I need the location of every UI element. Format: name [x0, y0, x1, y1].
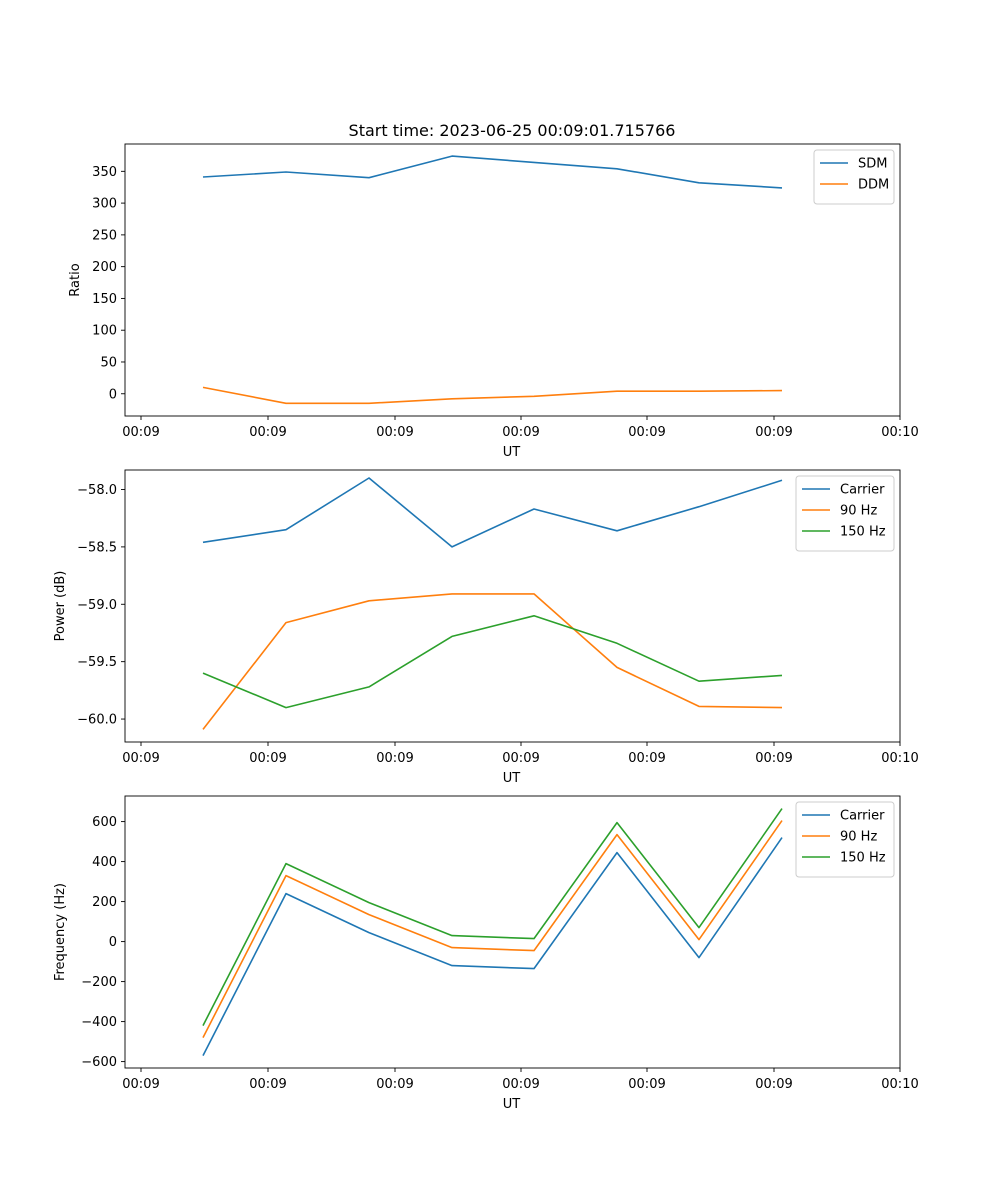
y-tick-label: 0	[109, 387, 117, 402]
series-line-ddm	[202, 386, 783, 405]
x-tick-label: 00:10	[881, 1077, 918, 1092]
y-tick-label: 100	[92, 324, 117, 339]
legend: SDM DDM	[813, 149, 895, 205]
y-tick-label: −59.0	[77, 598, 117, 613]
y-tick-label: −60.0	[77, 713, 117, 728]
series-line-150-hz	[202, 614, 783, 709]
y-tick-label: 400	[92, 855, 117, 870]
y-tick-label: 250	[92, 228, 117, 243]
series-line-carrier	[202, 837, 783, 1056]
x-tick-label: 00:09	[376, 1077, 413, 1092]
y-tick-label: 0	[109, 935, 117, 950]
legend-entry-ddm: DDM	[858, 178, 889, 193]
series-line-150-hz	[202, 808, 783, 1026]
x-tick-label: 00:09	[249, 1077, 286, 1092]
x-tick-label: 00:09	[628, 1077, 665, 1092]
x-tick-label: 00:09	[122, 751, 159, 766]
legend-entry-150-hz: 150 Hz	[840, 851, 886, 866]
y-tick-label: 300	[92, 197, 117, 212]
y-axis-label: Ratio	[68, 263, 83, 296]
x-tick-label: 00:09	[755, 425, 792, 440]
legend-entry-carrier: Carrier	[840, 483, 885, 498]
y-axis-label: Power (dB)	[53, 571, 68, 642]
y-tick-label: 200	[92, 260, 117, 275]
series-line-sdm	[202, 155, 783, 189]
y-tick-label: 200	[92, 895, 117, 910]
x-tick-label: 00:09	[502, 1077, 539, 1092]
legend: Carrier 90 Hz 150 Hz	[795, 475, 895, 552]
panel-2: 00:09 00:09 00:09 00:09 00:09 00:09 00:10 −60.0…	[53, 469, 919, 786]
x-tick-label: 00:09	[122, 1077, 159, 1092]
y-tick-label: −58.5	[77, 540, 117, 555]
series-line-90-hz	[202, 593, 783, 730]
x-tick-label: 00:09	[628, 751, 665, 766]
legend-entry-carrier: Carrier	[840, 809, 885, 824]
legend-entry-90-hz: 90 Hz	[840, 504, 877, 519]
legend-entry-90-hz: 90 Hz	[840, 830, 877, 845]
y-tick-label: −58.0	[77, 483, 117, 498]
axes-frame	[124, 143, 901, 417]
x-tick-label: 00:09	[376, 751, 413, 766]
legend-entry-sdm: SDM	[858, 157, 887, 172]
y-tick-label: 350	[92, 165, 117, 180]
x-tick-label: 00:09	[755, 1077, 792, 1092]
panel-3: 00:09 00:09 00:09 00:09 00:09 00:09 00:10 −600 −…	[53, 795, 919, 1112]
panel-1: 00:09 00:09 00:09 00:09 00:09 00:09 00:10 0 50 10…	[68, 143, 919, 460]
x-tick-label: 00:10	[881, 751, 918, 766]
x-tick-label: 00:09	[502, 425, 539, 440]
y-tick-label: −200	[81, 975, 117, 990]
x-tick-label: 00:09	[249, 425, 286, 440]
x-tick-label: 00:09	[249, 751, 286, 766]
legend-box	[795, 475, 895, 552]
series-line-90-hz	[202, 820, 783, 1038]
axes-frame	[124, 469, 901, 743]
x-axis-label: UT	[503, 1097, 521, 1112]
y-tick-label: −59.5	[77, 655, 117, 670]
x-axis-label: UT	[503, 445, 521, 460]
x-tick-label: 00:09	[122, 425, 159, 440]
legend: Carrier 90 Hz 150 Hz	[795, 801, 895, 878]
y-tick-label: 150	[92, 292, 117, 307]
legend-entry-150-hz: 150 Hz	[840, 525, 886, 540]
series-line-carrier	[202, 477, 783, 548]
y-tick-label: −400	[81, 1015, 117, 1030]
x-tick-label: 00:09	[376, 425, 413, 440]
y-axis-label: Frequency (Hz)	[53, 883, 68, 981]
legend-box	[795, 801, 895, 878]
x-tick-label: 00:10	[881, 425, 918, 440]
y-tick-label: −600	[81, 1055, 117, 1070]
figure-title: Start time: 2023-06-25 00:09:01.715766	[349, 121, 676, 140]
axes-frame	[124, 795, 901, 1069]
x-axis-label: UT	[503, 771, 521, 786]
y-tick-label: 600	[92, 815, 117, 830]
x-tick-label: 00:09	[628, 425, 665, 440]
x-tick-label: 00:09	[755, 751, 792, 766]
y-tick-label: 50	[100, 355, 117, 370]
x-tick-label: 00:09	[502, 751, 539, 766]
